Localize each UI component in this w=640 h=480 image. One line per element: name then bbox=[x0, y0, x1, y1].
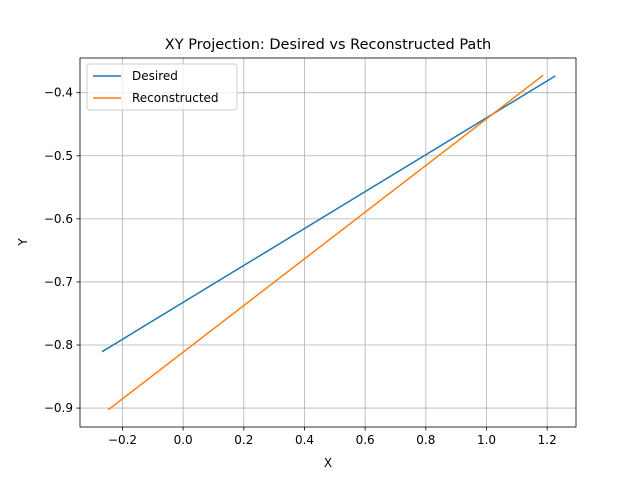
y-tick-label: −0.6 bbox=[44, 212, 73, 226]
x-tick-label: 0.4 bbox=[295, 433, 314, 447]
y-axis-label: Y bbox=[16, 238, 30, 247]
series-line-reconstructed bbox=[107, 74, 544, 411]
chart-title: XY Projection: Desired vs Reconstructed … bbox=[165, 37, 491, 53]
grid bbox=[80, 58, 576, 427]
x-tick-label: 0.2 bbox=[234, 433, 253, 447]
y-tick-label: −0.4 bbox=[44, 86, 73, 100]
legend-label-desired: Desired bbox=[132, 69, 178, 83]
x-tick-label: 1.0 bbox=[477, 433, 496, 447]
plot-frame bbox=[79, 57, 577, 428]
x-ticks: −0.2 0.0 0.2 0.4 0.6 0.8 1.0 1.2 bbox=[108, 427, 557, 447]
x-tick-label: −0.2 bbox=[108, 433, 137, 447]
legend-box bbox=[86, 63, 238, 111]
x-tick-label: 0.8 bbox=[416, 433, 435, 447]
x-tick-label: 1.2 bbox=[538, 433, 557, 447]
y-tick-label: −0.9 bbox=[44, 401, 73, 415]
y-tick-label: −0.8 bbox=[44, 338, 73, 352]
series-line-desired bbox=[101, 75, 556, 353]
series-lines bbox=[101, 74, 556, 411]
legend-label-reconstructed: Reconstructed bbox=[132, 91, 219, 105]
y-ticks: −0.9 −0.8 −0.7 −0.6 −0.5 −0.4 bbox=[44, 86, 80, 415]
legend: Desired Reconstructed bbox=[86, 63, 238, 111]
y-tick-label: −0.7 bbox=[44, 275, 73, 289]
x-tick-label: 0.0 bbox=[174, 433, 193, 447]
y-tick-label: −0.5 bbox=[44, 149, 73, 163]
x-axis-label: X bbox=[324, 456, 332, 470]
x-tick-label: 0.6 bbox=[356, 433, 375, 447]
